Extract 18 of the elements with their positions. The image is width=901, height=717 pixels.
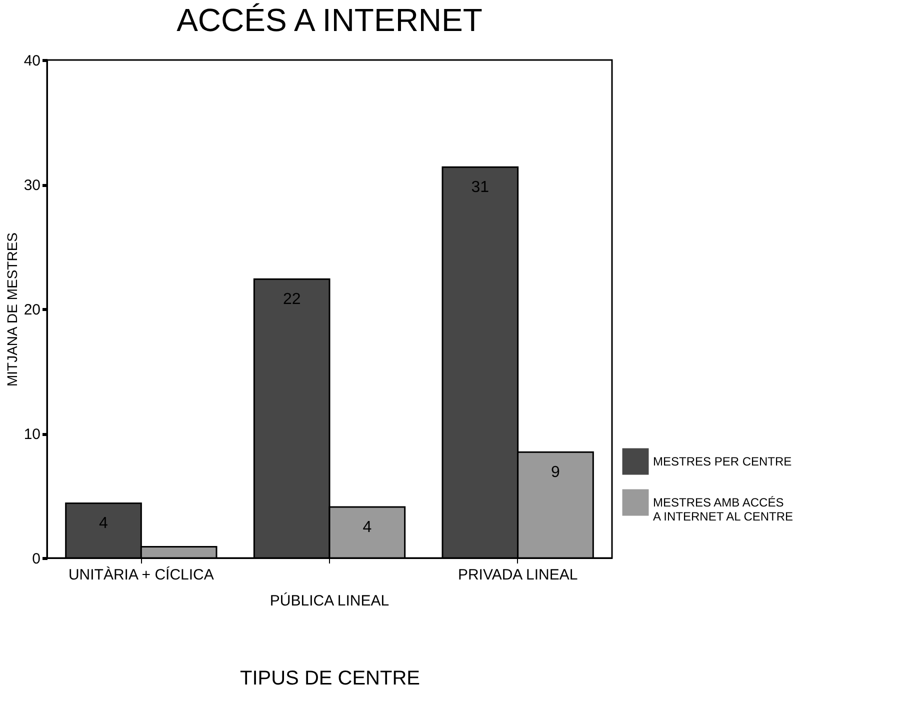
y-tick-label: 30 — [24, 177, 40, 194]
data-label: 4 — [99, 515, 108, 532]
y-tick-label: 40 — [24, 52, 40, 70]
y-tick-label: 20 — [24, 302, 40, 318]
data-label: 9 — [551, 464, 560, 482]
x-tick-label: PRIVADA LINEAL — [458, 566, 578, 584]
x-tick-label: PÚBLICA LINEAL — [270, 592, 390, 610]
data-label: 31 — [471, 179, 490, 196]
y-tick-label: 10 — [24, 426, 40, 443]
legend-label: MESTRES AMB ACCÉS A INTERNET AL CENTRE — [653, 496, 794, 524]
x-axis-title: TIPUS DE CENTRE — [240, 668, 420, 690]
data-label: 22 — [282, 291, 301, 308]
data-label: 4 — [362, 518, 372, 536]
legend-label: MESTRES PER CENTRE — [653, 454, 792, 468]
x-tick-label: UNITÀRIA + CÍCLICA — [68, 566, 214, 584]
chart-title: ACCÉS A INTERNET — [176, 2, 482, 38]
y-axis-title: MITJANA DE MESTRES — [4, 232, 20, 387]
y-tick-label: 0 — [32, 550, 40, 568]
